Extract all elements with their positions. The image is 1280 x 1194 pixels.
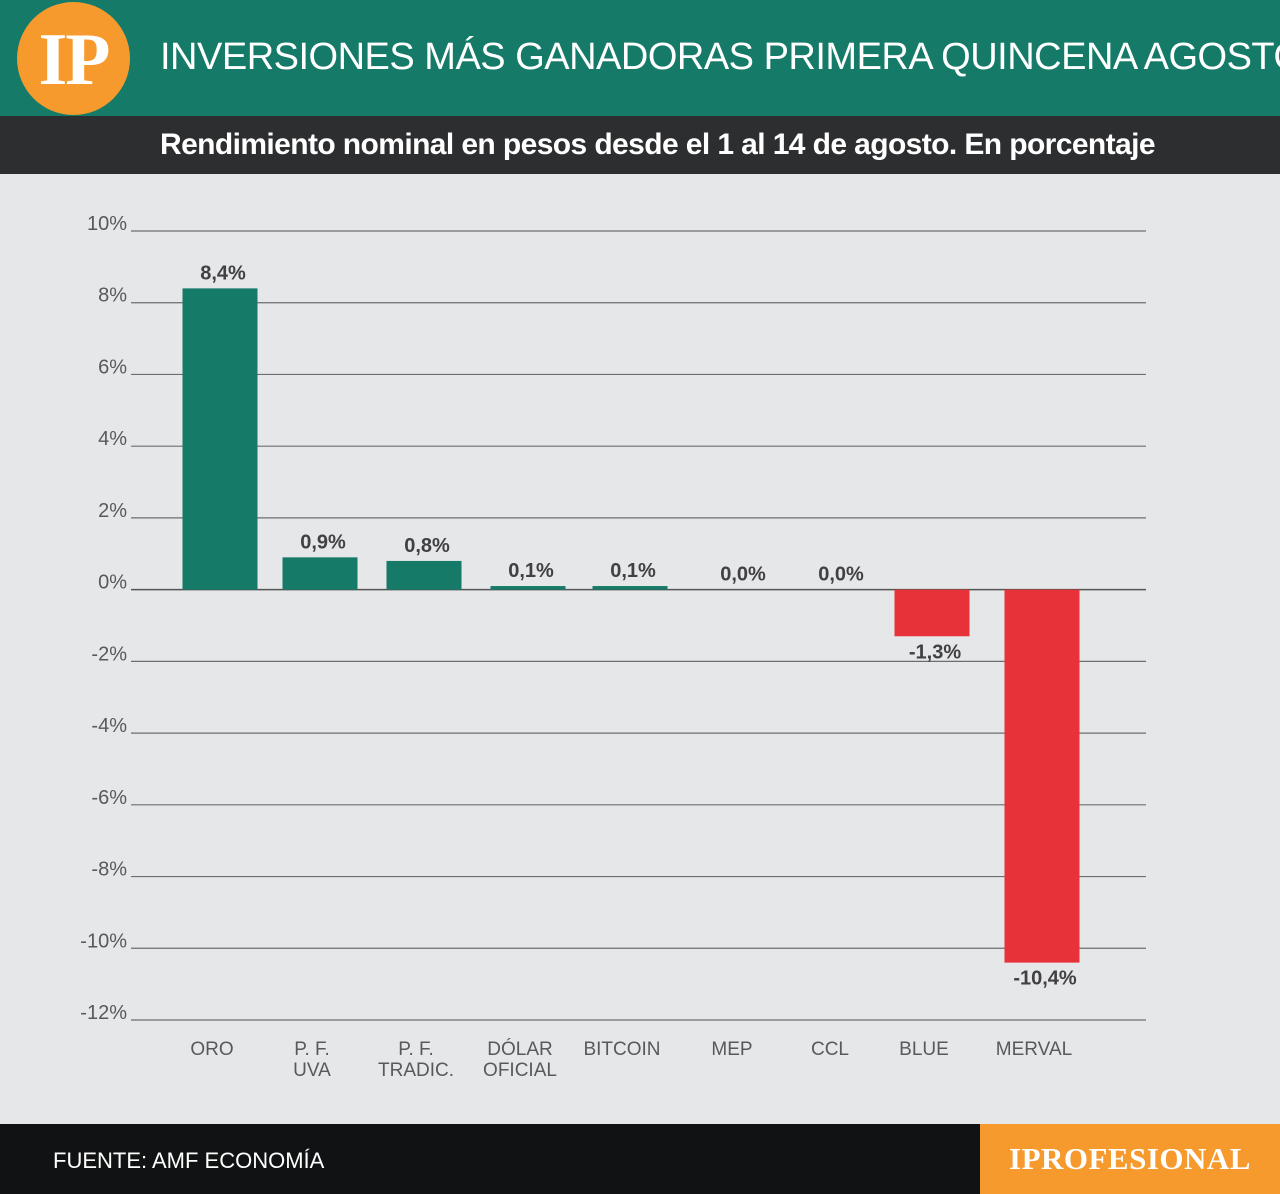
y-tick-label: -4% (91, 715, 127, 737)
bar (894, 589, 970, 637)
iprofesional-brand: IPROFESIONAL (980, 1124, 1280, 1194)
value-label: 0,8% (404, 535, 450, 557)
bar (182, 288, 258, 590)
value-label: 0,9% (300, 531, 346, 553)
y-tick-label: -10% (80, 930, 127, 952)
brand-text: IPROFESIONAL (1009, 1141, 1251, 1176)
category-label: BITCOIN (583, 1039, 660, 1060)
category-label: P. F. (398, 1039, 434, 1060)
y-tick-label: -12% (80, 1002, 127, 1024)
y-tick-label: -8% (91, 859, 127, 881)
subtitle-bar (0, 116, 1280, 174)
y-tick-label: 0% (98, 572, 127, 594)
bar (282, 557, 358, 590)
category-label: TRADIC. (378, 1060, 454, 1081)
y-tick-label: 10% (87, 213, 127, 235)
ip-logo: IP (17, 2, 130, 115)
bar (386, 560, 462, 590)
category-label: UVA (293, 1060, 331, 1081)
category-label: CCL (811, 1039, 849, 1060)
category-label: ORO (190, 1039, 233, 1060)
category-label: BLUE (899, 1039, 949, 1060)
value-label: 8,4% (200, 262, 246, 284)
value-label: 0,1% (610, 560, 656, 582)
value-label: 0,0% (818, 564, 864, 586)
value-label: 0,1% (508, 560, 554, 582)
logo-text: IP (38, 18, 111, 101)
value-label: 0,0% (720, 564, 766, 586)
bars (182, 288, 1080, 963)
value-label: -10,4% (1013, 968, 1077, 990)
y-axis-labels: 10% 8% 6% 4% 2% 0% -2% -4% -6% -8% -10% -12% (80, 213, 127, 1024)
value-labels: 8,4% 0,9% 0,8% 0,1% 0,1% 0,0% 0,0% -1,3% -10,4% (200, 262, 1077, 989)
y-tick-label: 8% (98, 285, 127, 307)
chart-title: INVERSIONES MÁS GANADORAS PRIMERA QUINCE… (160, 36, 1280, 78)
bar (592, 586, 668, 590)
y-tick-label: -2% (91, 643, 127, 665)
y-tick-label: 2% (98, 500, 127, 522)
chart-subtitle: Rendimiento nominal en pesos desde el 1 … (160, 128, 1156, 161)
category-label: P. F. (294, 1039, 330, 1060)
source-note: FUENTE: AMF ECONOMÍA (53, 1148, 325, 1173)
value-label: -1,3% (909, 641, 961, 663)
category-label: OFICIAL (483, 1060, 557, 1081)
bar (1004, 589, 1080, 963)
y-tick-label: 4% (98, 428, 127, 450)
header-bar (0, 0, 1280, 116)
bar (490, 586, 566, 590)
bar-chart: 10% 8% 6% 4% 2% 0% -2% -4% -6% -8% -10% -12% 8,4% 0,… (80, 213, 1146, 1081)
category-label: DÓLAR (487, 1038, 552, 1060)
y-tick-label: 6% (98, 356, 127, 378)
y-tick-label: -6% (91, 787, 127, 809)
gridlines (131, 230, 1146, 1021)
category-label: MERVAL (996, 1039, 1072, 1060)
category-label: MEP (711, 1039, 752, 1060)
